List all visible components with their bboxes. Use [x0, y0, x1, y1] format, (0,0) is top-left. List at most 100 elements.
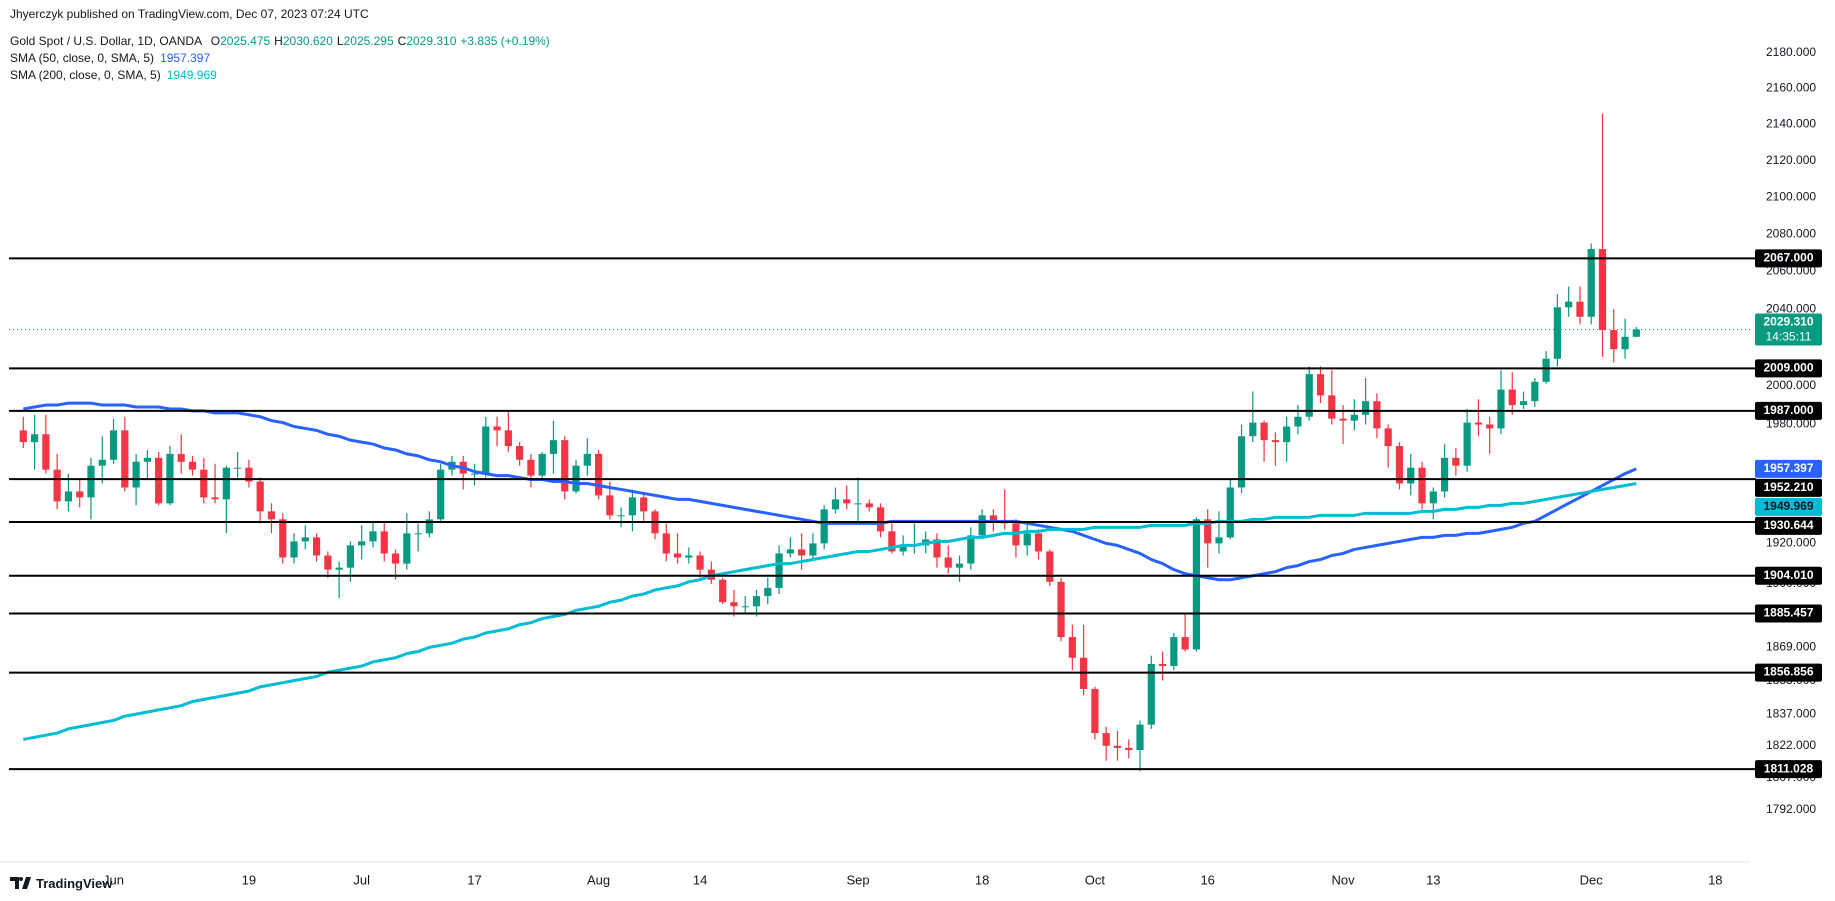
sma-name: SMA (50, close, 0, SMA, 5) [10, 51, 155, 65]
x-tick-label: Jun [103, 872, 124, 887]
y-tick-label: 2180.000 [1766, 45, 1816, 59]
x-tick-label: Aug [587, 872, 610, 887]
candle-body [809, 543, 817, 556]
level-label: 1885.457 [1763, 606, 1813, 620]
candle-body [1170, 637, 1178, 667]
y-tick-label: 2100.000 [1766, 189, 1816, 203]
candle-body [1407, 467, 1415, 484]
candle-body [358, 541, 366, 546]
level-label: 1811.028 [1764, 761, 1814, 775]
price-label-box [1755, 249, 1822, 268]
candle-body [425, 519, 433, 534]
candle-body [324, 555, 332, 570]
sma-legend: SMA (50, close, 0, SMA, 5) 1957.397 [10, 50, 210, 66]
price-label-box [1755, 604, 1822, 623]
candle-body [1531, 381, 1539, 402]
candle-body [1632, 329, 1640, 337]
candle-body [876, 507, 885, 532]
candle-body [1249, 422, 1257, 437]
candle-body [1147, 663, 1155, 725]
candle-body [391, 553, 400, 564]
sma-price-label: 1957.397 [1763, 461, 1813, 475]
candle-body [143, 457, 151, 462]
candle-body [561, 440, 569, 492]
y-tick-label: 1792.000 [1766, 802, 1816, 816]
candle-body [798, 549, 806, 556]
symbol-legend: Gold Spot / U.S. Dollar, 1D, OANDA O2025… [10, 33, 550, 49]
candle-body [53, 469, 61, 502]
candle-body [470, 473, 479, 475]
candle-body [346, 545, 355, 568]
candle-body [504, 430, 512, 447]
candle-body [1373, 401, 1381, 429]
candle-body [606, 495, 614, 516]
level-label: 1987.000 [1763, 403, 1813, 417]
candle-body [786, 549, 794, 554]
candle-body [685, 555, 693, 558]
candle-body [222, 467, 230, 500]
candle-body [549, 440, 558, 454]
legend-value: 2025.295 [343, 34, 394, 48]
candle-body [42, 434, 50, 470]
y-tick-label: 2040.000 [1766, 301, 1816, 315]
candle-body [177, 453, 185, 462]
y-tick-label: 1869.000 [1766, 640, 1816, 654]
candle-body [888, 531, 896, 552]
candle-body [719, 579, 727, 603]
candle-body [290, 541, 298, 558]
price-label-box [1755, 566, 1822, 585]
candle-body [752, 596, 761, 607]
price-label-box [1755, 497, 1822, 516]
candle-body [1034, 533, 1043, 552]
candle-body [662, 533, 670, 554]
x-tick-label: 16 [1200, 872, 1214, 887]
level-label: 1930.644 [1763, 518, 1813, 532]
candle-body [1542, 358, 1550, 382]
candle-body [19, 430, 27, 443]
legend-value: 2025.475 [220, 34, 271, 48]
candle-body [30, 434, 39, 443]
candle-body [1576, 301, 1584, 317]
candle-body [1204, 519, 1212, 544]
brand-logo [10, 877, 31, 889]
candle-body [1440, 457, 1449, 492]
candle-body [1339, 418, 1347, 421]
candle-body [1091, 688, 1099, 734]
candle-body [380, 531, 388, 554]
candle-body [1237, 436, 1246, 488]
candle-body [1260, 422, 1268, 441]
legend-value: 2029.310 [406, 34, 457, 48]
candle-body [1271, 440, 1279, 443]
price-label-box [1755, 760, 1822, 779]
y-tick-label: 2140.000 [1766, 117, 1816, 131]
price-label-box [1755, 459, 1822, 478]
candle-body [87, 465, 95, 498]
x-tick-label: 17 [467, 872, 481, 887]
candle-body [493, 426, 501, 431]
footer: TradingView [10, 874, 112, 892]
candle-body [538, 453, 546, 476]
candle-body [1294, 416, 1302, 427]
candle-body [1463, 422, 1471, 466]
candle-body [188, 461, 197, 470]
candle-body [764, 587, 772, 597]
candle-body [899, 545, 907, 552]
candle-body [933, 539, 941, 558]
candle-body [1046, 551, 1054, 582]
level-label: 2067.000 [1763, 251, 1813, 265]
legend-key: O [210, 34, 221, 48]
x-tick-label: 18 [975, 872, 989, 887]
candle-body [775, 553, 783, 588]
candle-body [1474, 422, 1483, 425]
candle-body [1102, 733, 1110, 746]
candle-body [1508, 389, 1516, 406]
candle-body [628, 497, 637, 516]
candle-body [1486, 424, 1494, 429]
y-tick-label: 2160.000 [1766, 81, 1816, 95]
candle-body [1553, 307, 1561, 359]
x-tick-label: 18 [1708, 872, 1722, 887]
candle-body [1305, 374, 1313, 417]
candle-body [369, 531, 377, 542]
candle-body [1316, 374, 1325, 396]
